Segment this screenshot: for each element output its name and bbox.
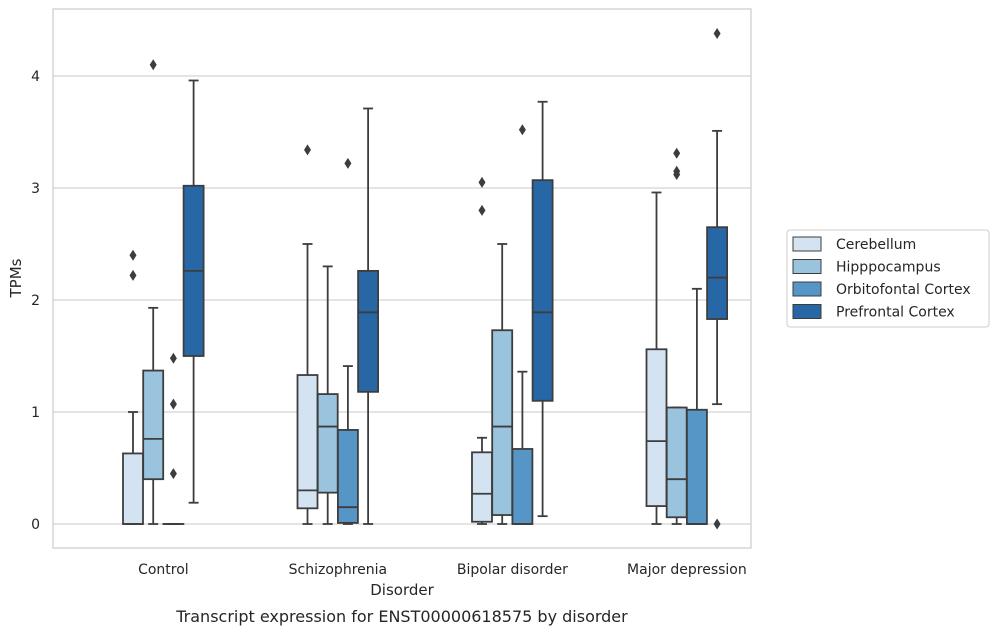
x-tick-label: Bipolar disorder (457, 562, 568, 578)
box-iqr (316, 393, 339, 494)
y-tick-label: 1 (31, 405, 40, 421)
box-iqr (706, 226, 728, 320)
box-iqr (645, 348, 668, 507)
outlier-point (129, 269, 137, 281)
box-3-2 (686, 287, 708, 525)
box-1-3 (357, 107, 380, 525)
x-tick-labels: Control Schizophrenia Bipolar disorder Majo… (138, 562, 747, 578)
box-iqr (511, 448, 534, 525)
outlier-point (169, 468, 177, 480)
outlier-point (169, 352, 177, 364)
box-iqr (296, 374, 319, 510)
y-axis-title: TPMs (7, 258, 25, 298)
plot-background (53, 9, 751, 548)
box-iqr (531, 179, 554, 402)
outlier-point (304, 144, 311, 156)
y-tick-label: 3 (31, 181, 40, 197)
box-1-0 (296, 144, 319, 525)
outlier-point (673, 147, 681, 159)
box-3-3 (706, 27, 728, 530)
legend-frame (786, 229, 990, 328)
box-2-1 (491, 243, 514, 525)
outlier-point (149, 59, 157, 71)
outlier-point (713, 27, 721, 39)
legend-swatch (792, 236, 822, 252)
legend-label: Orbitofontal Cortex (836, 282, 971, 298)
box-iqr (122, 452, 144, 525)
outlier-point (169, 398, 177, 410)
box-0-3 (182, 79, 205, 504)
outlier-point (478, 176, 486, 188)
box-0-1 (142, 59, 165, 525)
legend-label: Prefrontal Cortex (836, 305, 955, 321)
outlier-point (673, 165, 681, 177)
outlier-point (713, 518, 721, 530)
plot-frame (52, 8, 752, 549)
box-iqr (336, 429, 359, 524)
box-0-0 (122, 249, 144, 525)
legend-swatch (792, 259, 822, 274)
x-tick-label: Schizophrenia (289, 562, 387, 578)
legend-label: Cerebellum (836, 237, 916, 253)
outlier-point (129, 249, 137, 261)
outlier-point (518, 124, 526, 136)
legend-label: Hipppocampus (836, 260, 941, 276)
box-2-2 (511, 124, 534, 525)
box-series (122, 27, 728, 530)
y-tick-label: 0 (31, 517, 40, 533)
legend-swatch (792, 281, 822, 297)
outlier-point (478, 204, 486, 216)
x-tick-label: Control (138, 562, 189, 578)
box-1-2 (336, 157, 359, 525)
box-iqr (142, 369, 165, 481)
legend: Cerebellum Hipppocampus Orbitofontal Corte… (786, 229, 990, 328)
outlier-point (344, 157, 352, 169)
chart-caption: Transcript expression for ENST0000061857… (175, 607, 628, 626)
x-axis-title: Disorder (370, 581, 434, 599)
y-tick-label: 2 (31, 293, 40, 309)
box-iqr (491, 329, 514, 516)
y-tick-label: 4 (31, 69, 40, 85)
box-iqr (665, 406, 688, 519)
y-tick-labels: 0 1 2 3 4 (31, 69, 40, 533)
box-iqr (357, 269, 380, 393)
box-0-2 (162, 352, 185, 525)
box-2-3 (531, 100, 554, 518)
box-iqr (471, 451, 493, 523)
box-iqr (686, 408, 708, 525)
legend-swatch (792, 304, 822, 319)
x-tick-label: Major depression (627, 562, 747, 578)
